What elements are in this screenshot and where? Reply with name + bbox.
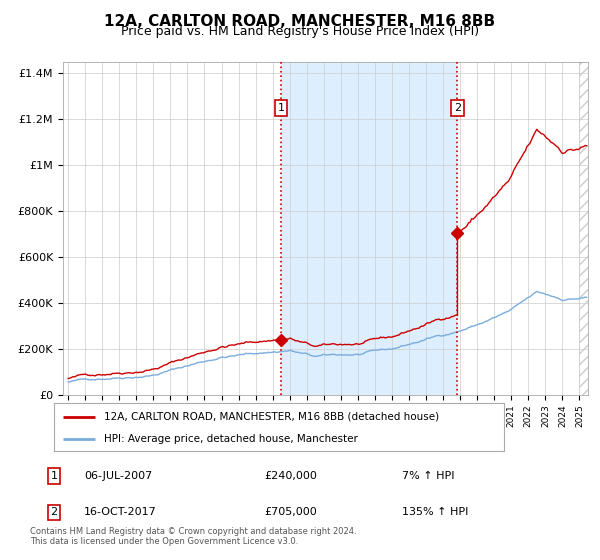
Text: Contains HM Land Registry data © Crown copyright and database right 2024.
This d: Contains HM Land Registry data © Crown c… bbox=[30, 526, 356, 546]
Text: 16-OCT-2017: 16-OCT-2017 bbox=[84, 507, 157, 517]
Text: 135% ↑ HPI: 135% ↑ HPI bbox=[402, 507, 469, 517]
Text: HPI: Average price, detached house, Manchester: HPI: Average price, detached house, Manc… bbox=[104, 434, 358, 444]
Text: 12A, CARLTON ROAD, MANCHESTER, M16 8BB: 12A, CARLTON ROAD, MANCHESTER, M16 8BB bbox=[104, 14, 496, 29]
Text: 7% ↑ HPI: 7% ↑ HPI bbox=[402, 471, 455, 481]
Text: 06-JUL-2007: 06-JUL-2007 bbox=[84, 471, 152, 481]
Text: 2: 2 bbox=[454, 103, 461, 113]
Text: 1: 1 bbox=[50, 471, 58, 481]
Text: 12A, CARLTON ROAD, MANCHESTER, M16 8BB (detached house): 12A, CARLTON ROAD, MANCHESTER, M16 8BB (… bbox=[104, 412, 439, 422]
Bar bbox=[281, 62, 457, 395]
Text: £705,000: £705,000 bbox=[264, 507, 317, 517]
Bar bbox=[580, 62, 600, 395]
Text: 1: 1 bbox=[278, 103, 284, 113]
Text: 2: 2 bbox=[50, 507, 58, 517]
Text: Price paid vs. HM Land Registry's House Price Index (HPI): Price paid vs. HM Land Registry's House … bbox=[121, 25, 479, 38]
Text: £240,000: £240,000 bbox=[264, 471, 317, 481]
